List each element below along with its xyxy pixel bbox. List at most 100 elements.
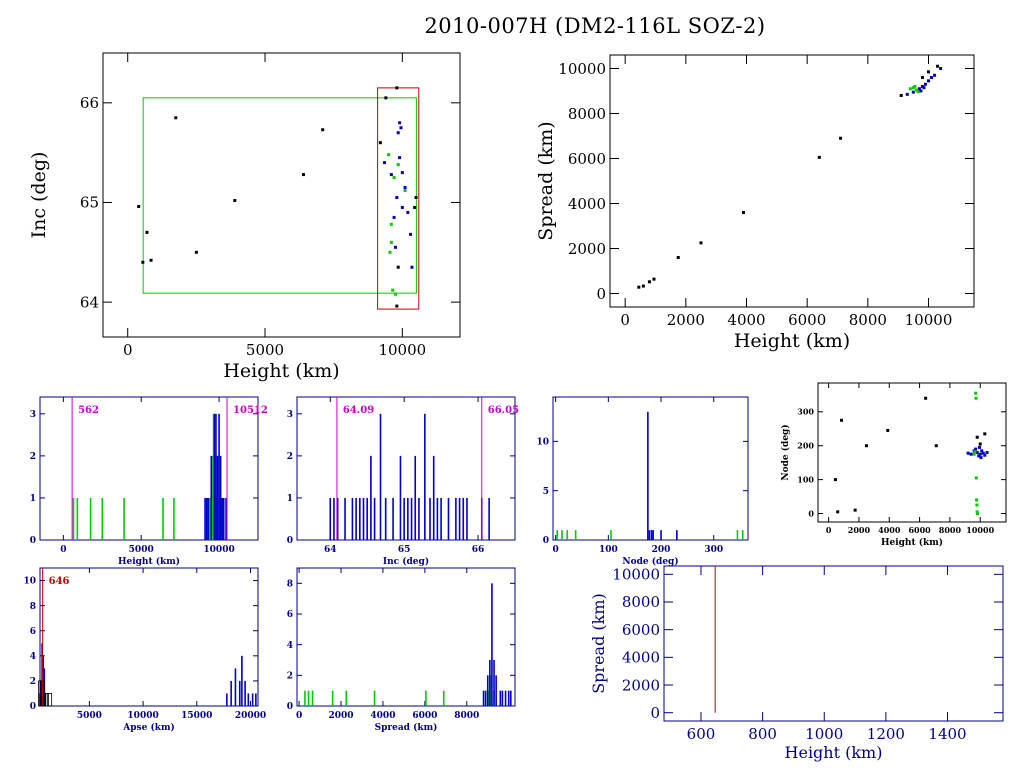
bar [225,497,227,540]
x-axis-label: Height (km) [881,537,943,548]
data-point [923,82,927,86]
data-point [939,67,943,70]
bar [403,497,405,540]
data-point [396,131,400,135]
bar [425,690,427,706]
bar [466,497,468,540]
bar [41,693,47,707]
data-point [977,454,981,458]
bar [215,497,218,540]
bar [410,497,413,540]
x-tick-label: 1000 [805,725,843,743]
bar [359,497,361,540]
x-tick-label: 6000 [788,311,826,329]
data-point [836,510,840,514]
x-tick-label: 0 [60,545,66,555]
data-point [321,128,325,132]
bar [214,455,216,540]
x-tick-label: 2000 [848,525,871,535]
bar [89,497,92,540]
y-tick-label: 4 [30,652,36,662]
x-tick-label: 200 [652,545,671,555]
bar [43,668,46,706]
marker-label: 10512 [233,405,268,416]
bar [736,530,739,540]
data-point [853,508,857,512]
x-tick-label: 10000 [203,545,234,555]
plot-frame [296,567,516,707]
plot-frame [102,52,461,338]
data-point [194,250,198,254]
data-point [145,230,149,234]
y-tick-label: 2 [287,671,293,681]
y-tick-label: 2 [30,452,36,462]
data-point [396,163,400,167]
y-tick-label: 100 [797,474,814,484]
data-point [817,155,821,159]
x-axis-label: Height (km) [118,556,180,567]
bar [399,455,402,540]
data-point [388,250,392,254]
data-point [916,89,920,93]
data-point [983,432,987,436]
data-point [975,435,979,439]
data-point [414,195,418,199]
data-point [974,476,978,480]
y-tick-label: 4000 [568,195,606,213]
data-point [393,245,397,249]
bar [40,680,42,706]
bar [238,680,241,706]
data-point [913,85,917,88]
data-point [980,449,984,453]
data-point [974,396,978,400]
data-point [637,285,641,289]
y-tick-label: 6 [30,627,36,637]
data-point [979,456,983,460]
y-axis-label: Inc (deg) [28,152,50,239]
data-point [966,451,970,455]
y-tick-label: 10 [536,438,549,448]
data-point [398,121,402,125]
marker-label: 562 [78,405,99,416]
bar [436,497,439,540]
bar [418,497,420,540]
x-tick-label: 8000 [849,311,887,329]
data-point [391,288,395,292]
bar [219,497,221,540]
bar [204,497,206,540]
x-tick-label: 0 [553,545,559,555]
y-axis-label: Node (deg) [780,424,791,480]
data-point [410,265,414,269]
bar [493,690,495,706]
bar [499,690,502,706]
bar [216,455,219,540]
bar [230,680,232,706]
bar [510,690,512,706]
bar [429,497,431,540]
bar [345,690,348,706]
bar [213,413,216,540]
x-tick-label: 1400 [928,725,966,743]
x-tick-label: 100 [599,545,618,555]
page-title: 2010-007H (DM2-116L SOZ-2) [424,14,766,38]
bar [39,693,45,707]
data-point [389,173,393,177]
data-point [676,256,680,259]
data-point [922,86,926,90]
x-tick-label: 8000 [939,525,962,535]
data-point [981,451,985,455]
y-axis-label: Spread (km) [535,121,557,240]
plot-frame [609,54,975,308]
y-tick-label: 8000 [568,105,606,123]
x-tick-label: 10000 [378,341,426,359]
y-tick-label: 64 [80,293,99,311]
data-point [886,428,890,432]
data-point [920,85,924,88]
bar [392,497,394,540]
x-tick-label: 8000 [454,711,479,721]
bar [447,497,450,540]
data-point [840,418,843,422]
bar [41,643,43,706]
y-tick-label: 6 [287,610,293,620]
